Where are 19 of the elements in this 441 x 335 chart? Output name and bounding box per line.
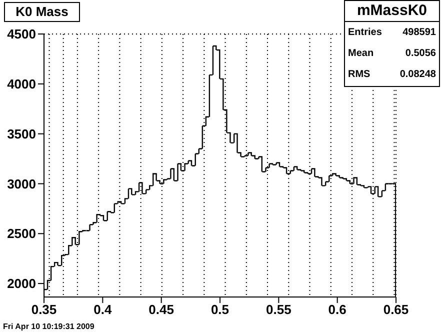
x-tick-label: 0.35 (31, 302, 57, 318)
y-tick-label: 2500 (7, 226, 36, 242)
y-tick-label: 4500 (7, 26, 36, 42)
y-tick-label: 3500 (7, 126, 36, 142)
x-tick-label: 0.6 (328, 302, 346, 318)
x-tick-label: 0.45 (148, 302, 174, 318)
text: Entries 498591 (348, 27, 436, 38)
text: Mean 0.5056 (348, 48, 436, 59)
x-tick-label: 0.55 (266, 302, 292, 318)
x-tick-label: 0.4 (94, 302, 112, 318)
y-tick-label: 4000 (7, 76, 36, 92)
x-tick-label: 0.5 (210, 302, 230, 318)
y-tick-label: 3000 (7, 176, 36, 192)
chart-title: K0 Mass (4, 2, 80, 22)
text: RMS 0.08248 (348, 69, 436, 80)
x-tick-label: 0.65 (383, 302, 409, 318)
legend-title: mMassK0 (345, 1, 439, 22)
y-tick-label: 2000 (7, 276, 36, 292)
text: Fri Apr 10 10:19:31 2009 (3, 322, 94, 331)
